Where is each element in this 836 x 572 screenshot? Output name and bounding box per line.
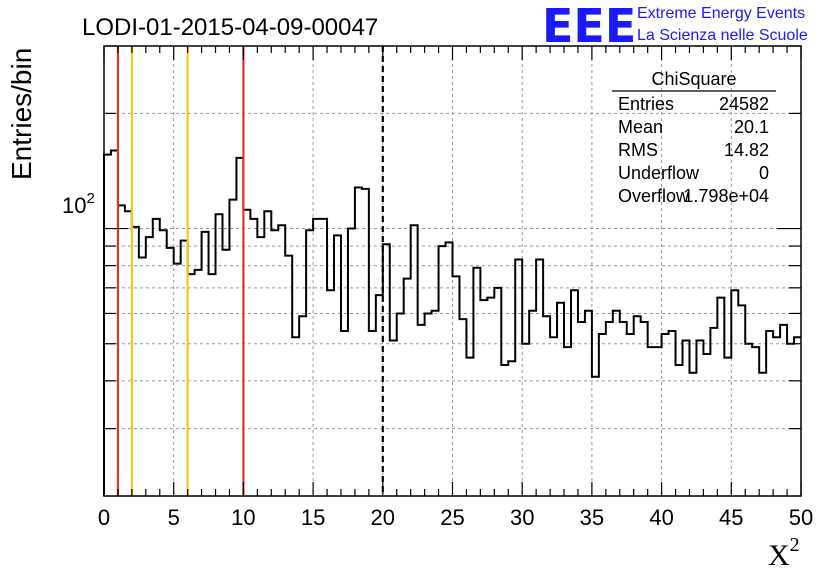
logo-line1: Extreme Energy Events [637,5,805,22]
x-tick-label: 10 [231,505,255,530]
x-axis-label-sup: 2 [790,534,800,556]
stats-label: Underflow [618,163,700,183]
x-tick-label: 5 [168,505,180,530]
stats-value: 24582 [719,94,769,114]
y-tick-base: 10 [62,193,86,218]
logo-line2: La Scienza nelle Scuole [637,27,808,44]
logo: EEE Extreme Energy Events La Scienza nel… [542,0,808,53]
y-tick-exponent: 2 [86,190,94,207]
stats-label: RMS [618,140,658,160]
x-tick-labels: 0 5 10 15 20 25 30 35 40 45 50 [98,505,813,530]
stats-value: 0 [759,163,769,183]
y-tick-label: 102 [62,190,95,218]
stats-value: 1.798e+04 [683,186,769,206]
x-tick-label: 30 [510,505,534,530]
logo-mark: EEE [542,0,636,53]
x-tick-label: 0 [98,505,110,530]
stats-title: ChiSquare [651,69,736,89]
histogram-series [103,149,801,496]
y-axis-label: Entries/bin [6,48,37,180]
stats-box: ChiSquare Entries 24582 Mean 20.1 RMS 14.82 Und… [612,69,776,206]
x-tick-label: 25 [440,505,464,530]
stats-label: Mean [618,117,663,137]
stats-value: 14.82 [724,140,769,160]
chart-title: LODI-01-2015-04-09-00047 [82,14,378,41]
x-tick-label: 45 [719,505,743,530]
x-tick-label: 35 [580,505,604,530]
axis-ticks [103,45,802,496]
x-tick-label: 40 [649,505,673,530]
x-axis-label-base: X [768,539,790,572]
x-axis-label: X2 [768,534,800,572]
x-tick-label: 50 [789,505,813,530]
x-tick-label: 20 [371,505,395,530]
x-tick-label: 15 [301,505,325,530]
stats-label: Overflow [618,186,690,206]
reference-lines [116,46,384,496]
stats-value: 20.1 [734,117,769,137]
stats-label: Entries [618,94,674,114]
